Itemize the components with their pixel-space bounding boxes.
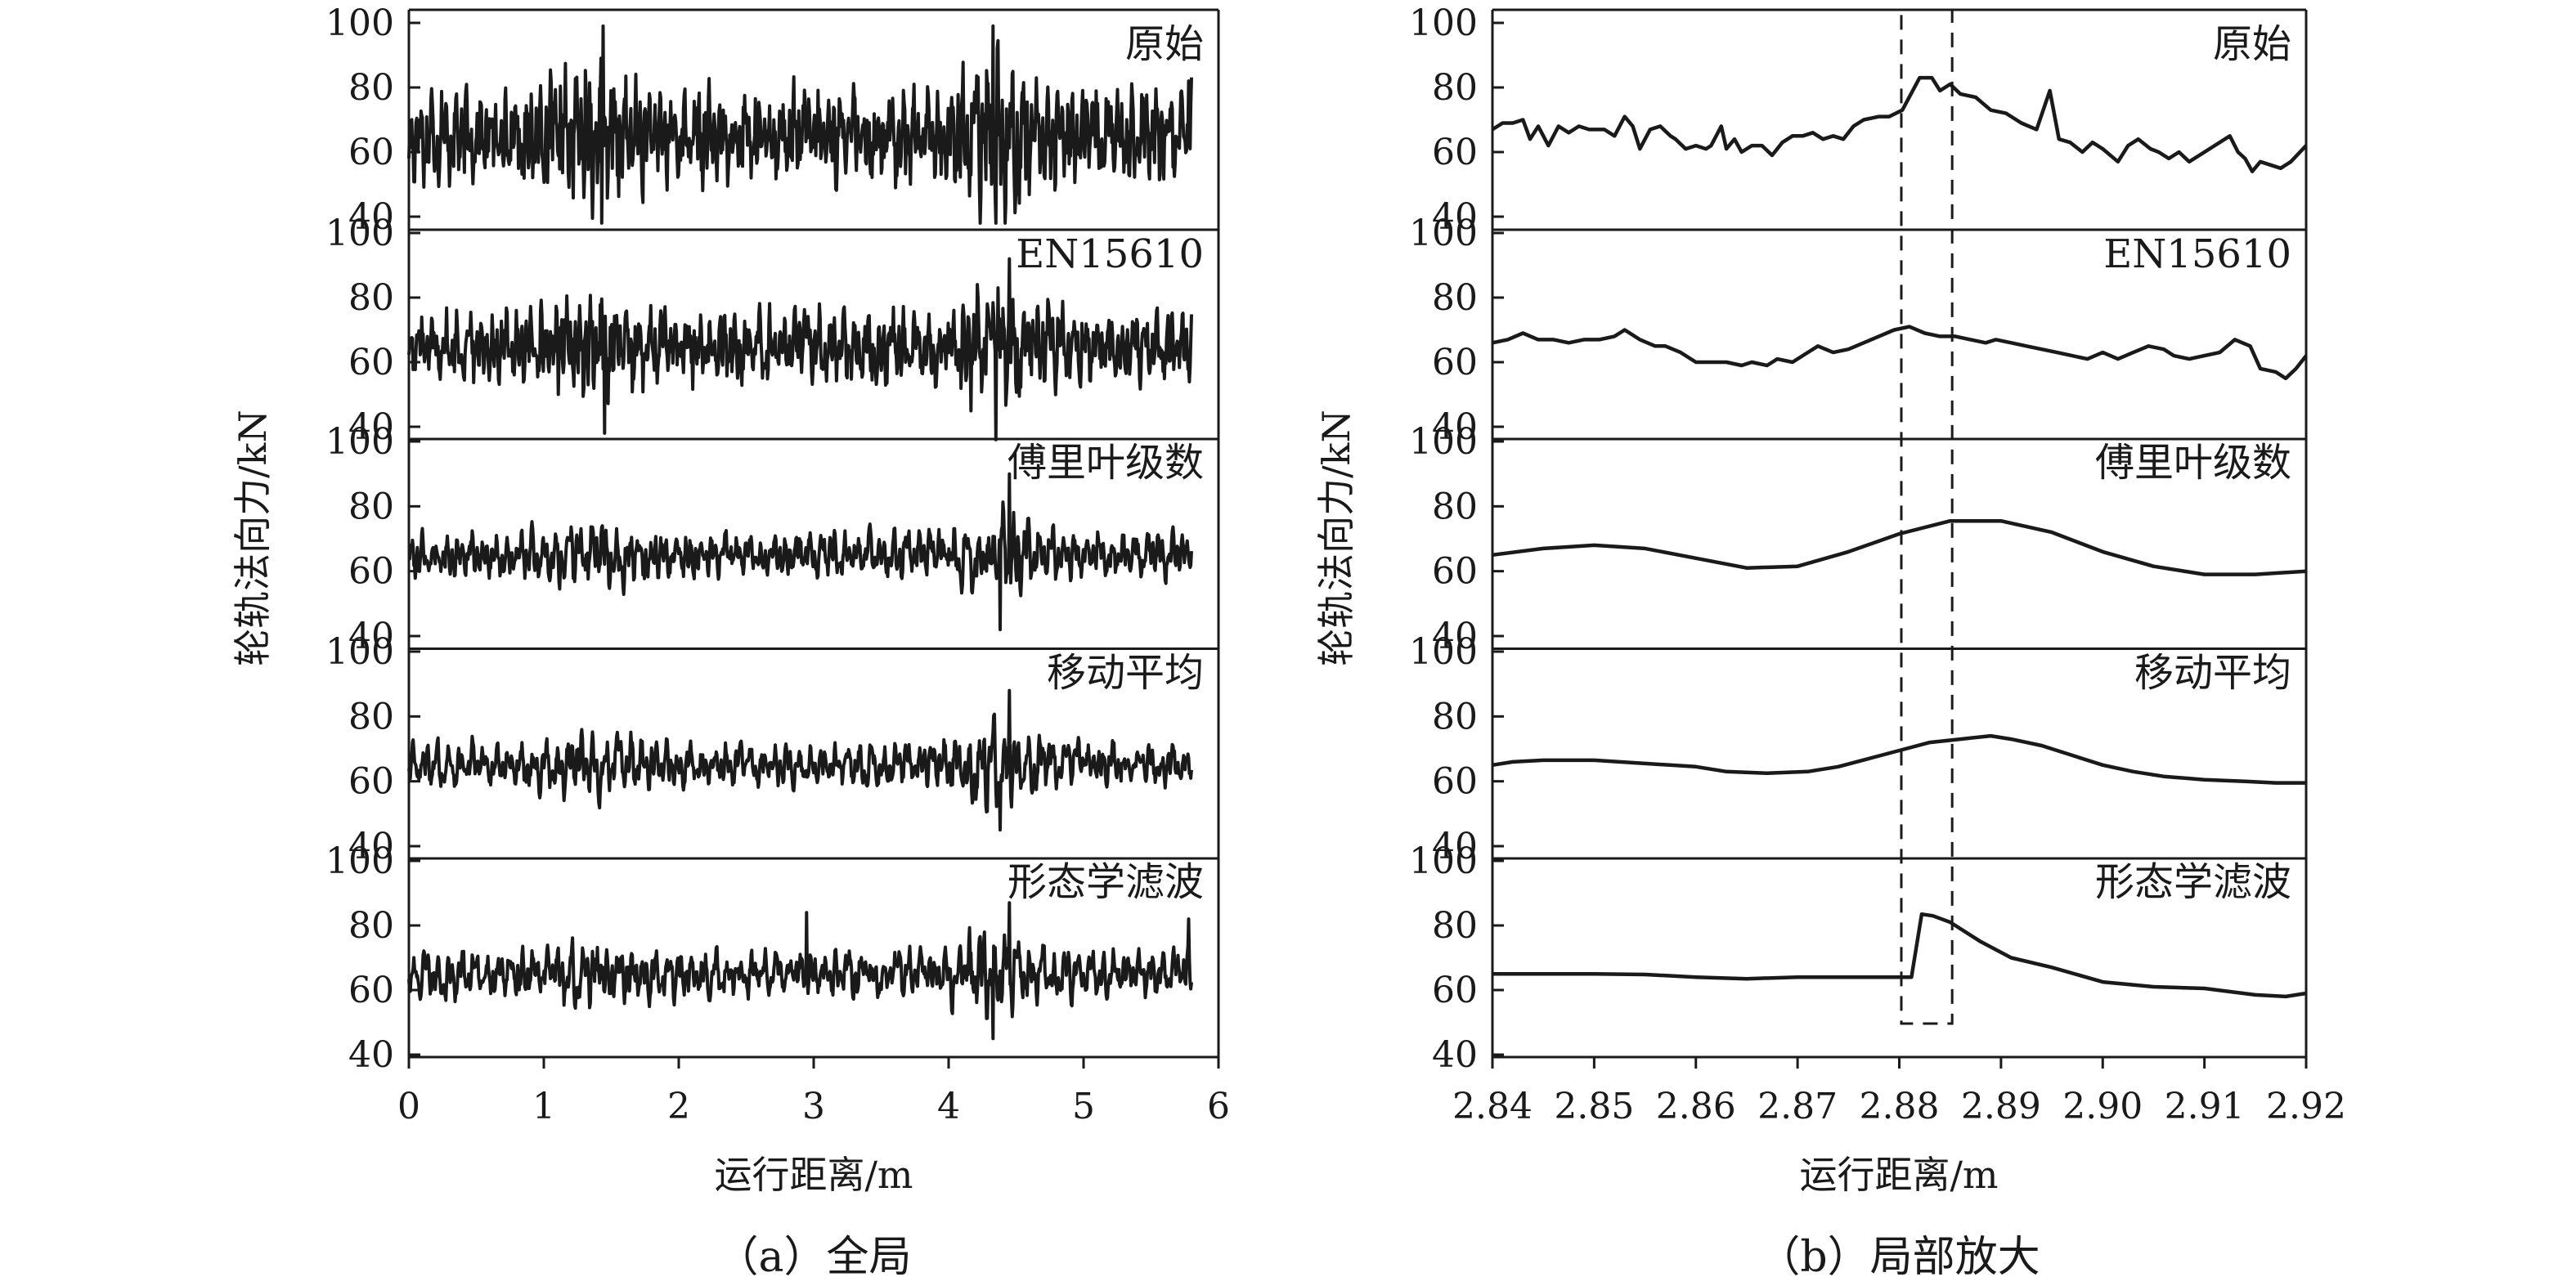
series-line <box>1492 518 2307 576</box>
y-tick-label: 60 <box>348 342 394 383</box>
y-tick-label: 80 <box>348 67 394 109</box>
y-tick-label: 100 <box>1409 840 1478 882</box>
y-tick-label: 60 <box>1432 761 1478 803</box>
series-line <box>407 24 1193 225</box>
panel-b-zoom: 2.84 2.85 2.86 2.87 2.88 2.89 2.90 2.91 2.92 运行距离… <box>1314 2 2346 1282</box>
x-tick-label: 2.90 <box>2062 1086 2143 1127</box>
y-tick-label: 60 <box>1432 342 1478 383</box>
series-line <box>1492 325 2308 381</box>
x-tick-label: 2.85 <box>1554 1086 1634 1127</box>
y-tick-label: 100 <box>325 213 394 254</box>
y-tick-label: 100 <box>1409 2 1478 44</box>
panel-caption: （a）全局 <box>716 1233 911 1282</box>
y-tick-label: 40 <box>348 406 394 448</box>
x-axis-title: 运行距离/m <box>714 1153 913 1197</box>
y-tick-label: 80 <box>1432 486 1478 527</box>
y-tick-label: 80 <box>348 905 394 947</box>
x-tick-label: 2.88 <box>1860 1086 1940 1127</box>
series-label: 傅里叶级数 <box>2095 440 2291 486</box>
y-tick-label: 100 <box>325 2 394 44</box>
y-tick-label: 100 <box>325 840 394 882</box>
y-tick-label: 100 <box>325 631 394 673</box>
series-line <box>407 257 1193 441</box>
series-line <box>407 901 1193 1041</box>
x-tick-label: 2.84 <box>1452 1086 1533 1127</box>
highlight-box <box>1900 8 1954 1025</box>
y-tick-label: 60 <box>348 761 394 803</box>
y-tick-label: 40 <box>1432 826 1478 867</box>
subplot-4: 40 60 80 100 移动平均 <box>1409 631 2306 867</box>
y-tick-label: 40 <box>348 1034 394 1076</box>
y-tick-label: 60 <box>348 970 394 1011</box>
subplot-2: 40 60 80 100 EN15610 <box>1409 213 2308 448</box>
series-label: 移动平均 <box>2134 650 2291 696</box>
y-tick-label: 60 <box>348 132 394 173</box>
series-label: 原始 <box>2213 21 2291 67</box>
y-tick-label: 80 <box>348 486 394 527</box>
y-tick-label: 40 <box>1432 616 1478 657</box>
x-tick-label: 4 <box>937 1086 960 1127</box>
panel-a-global: 0 1 2 3 4 5 6 运行距离/m （a）全局 轮轨法向力/kN 40 60 80 100 原始 40 6… <box>231 2 1230 1282</box>
series-label: 形态学滤波 <box>2095 859 2291 905</box>
x-tick-label: 2.91 <box>2165 1086 2245 1127</box>
y-tick-label: 80 <box>1432 277 1478 319</box>
y-tick-label: 40 <box>348 826 394 867</box>
x-tick-label: 2.86 <box>1656 1086 1736 1127</box>
y-tick-label: 40 <box>1432 1034 1478 1076</box>
x-tick-label: 5 <box>1072 1086 1095 1127</box>
y-tick-label: 80 <box>1432 67 1478 109</box>
panel-caption: （b）局部放大 <box>1757 1233 2040 1282</box>
x-axis-title: 运行距离/m <box>1799 1153 1998 1197</box>
y-tick-label: 40 <box>1432 406 1478 448</box>
y-axis-title: 轮轨法向力/kN <box>231 410 275 666</box>
x-tick-label: 2.89 <box>1961 1086 2041 1127</box>
x-tick-label: 0 <box>397 1086 420 1127</box>
y-tick-label: 40 <box>348 196 394 238</box>
series-line <box>1492 912 2307 999</box>
y-tick-label: 80 <box>1432 696 1478 737</box>
y-axis-title: 轮轨法向力/kN <box>1314 410 1358 666</box>
y-tick-label: 60 <box>1432 551 1478 593</box>
subplot-3: 40 60 80 100 傅里叶级数 <box>1409 421 2307 657</box>
y-tick-label: 100 <box>325 421 394 463</box>
y-tick-label: 80 <box>348 277 394 319</box>
x-tick-label: 3 <box>802 1086 825 1127</box>
x-tick-label: 6 <box>1207 1086 1230 1127</box>
series-label: 形态学滤波 <box>1008 859 1204 905</box>
y-tick-label: 100 <box>1409 213 1478 254</box>
series-label: EN15610 <box>2103 231 2291 277</box>
series-line <box>407 688 1193 832</box>
subplot-1: 40 60 80 100 原始 <box>325 2 1204 238</box>
series-label: 移动平均 <box>1047 650 1204 696</box>
y-tick-label: 80 <box>348 696 394 737</box>
y-tick-label: 60 <box>1432 132 1478 173</box>
series-line <box>1491 75 2308 173</box>
series-label: EN15610 <box>1016 231 1204 277</box>
x-tick-label: 2.92 <box>2266 1086 2346 1127</box>
y-tick-label: 80 <box>1432 905 1478 947</box>
y-tick-label: 100 <box>1409 631 1478 673</box>
series-label: 傅里叶级数 <box>1008 440 1204 486</box>
subplot-5: 40 60 80 100 形态学滤波 <box>325 840 1204 1076</box>
subplot-4: 40 60 80 100 移动平均 <box>325 631 1204 867</box>
subplot-3: 40 60 80 100 傅里叶级数 <box>325 421 1204 657</box>
x-tick-label: 2.87 <box>1757 1086 1838 1127</box>
series-label: 原始 <box>1125 21 1204 67</box>
subplot-5: 40 60 80 100 形态学滤波 <box>1409 840 2307 1076</box>
x-tick-label: 1 <box>532 1086 555 1127</box>
x-tick-label: 2 <box>667 1086 690 1127</box>
y-tick-label: 60 <box>1432 970 1478 1011</box>
series-line <box>407 472 1193 632</box>
y-tick-label: 40 <box>348 616 394 657</box>
y-tick-label: 60 <box>348 551 394 593</box>
series-line <box>1492 733 2306 785</box>
subplot-2: 40 60 80 100 EN15610 <box>325 213 1204 448</box>
y-tick-label: 100 <box>1409 421 1478 463</box>
y-tick-label: 40 <box>1432 196 1478 238</box>
subplot-1: 40 60 80 100 原始 <box>1409 2 2308 238</box>
